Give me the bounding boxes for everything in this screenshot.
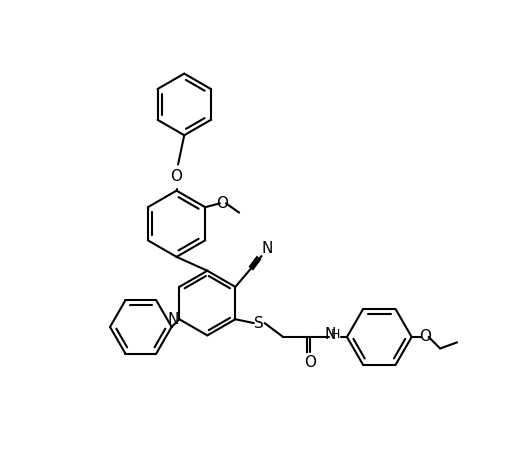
Text: H: H — [331, 328, 340, 341]
Text: O: O — [216, 196, 228, 211]
Text: O: O — [419, 329, 431, 344]
Text: N: N — [168, 312, 179, 327]
Text: N: N — [261, 241, 272, 256]
Text: O: O — [171, 169, 182, 184]
Text: S: S — [255, 316, 264, 331]
Text: O: O — [304, 355, 316, 370]
Text: N: N — [324, 327, 336, 342]
